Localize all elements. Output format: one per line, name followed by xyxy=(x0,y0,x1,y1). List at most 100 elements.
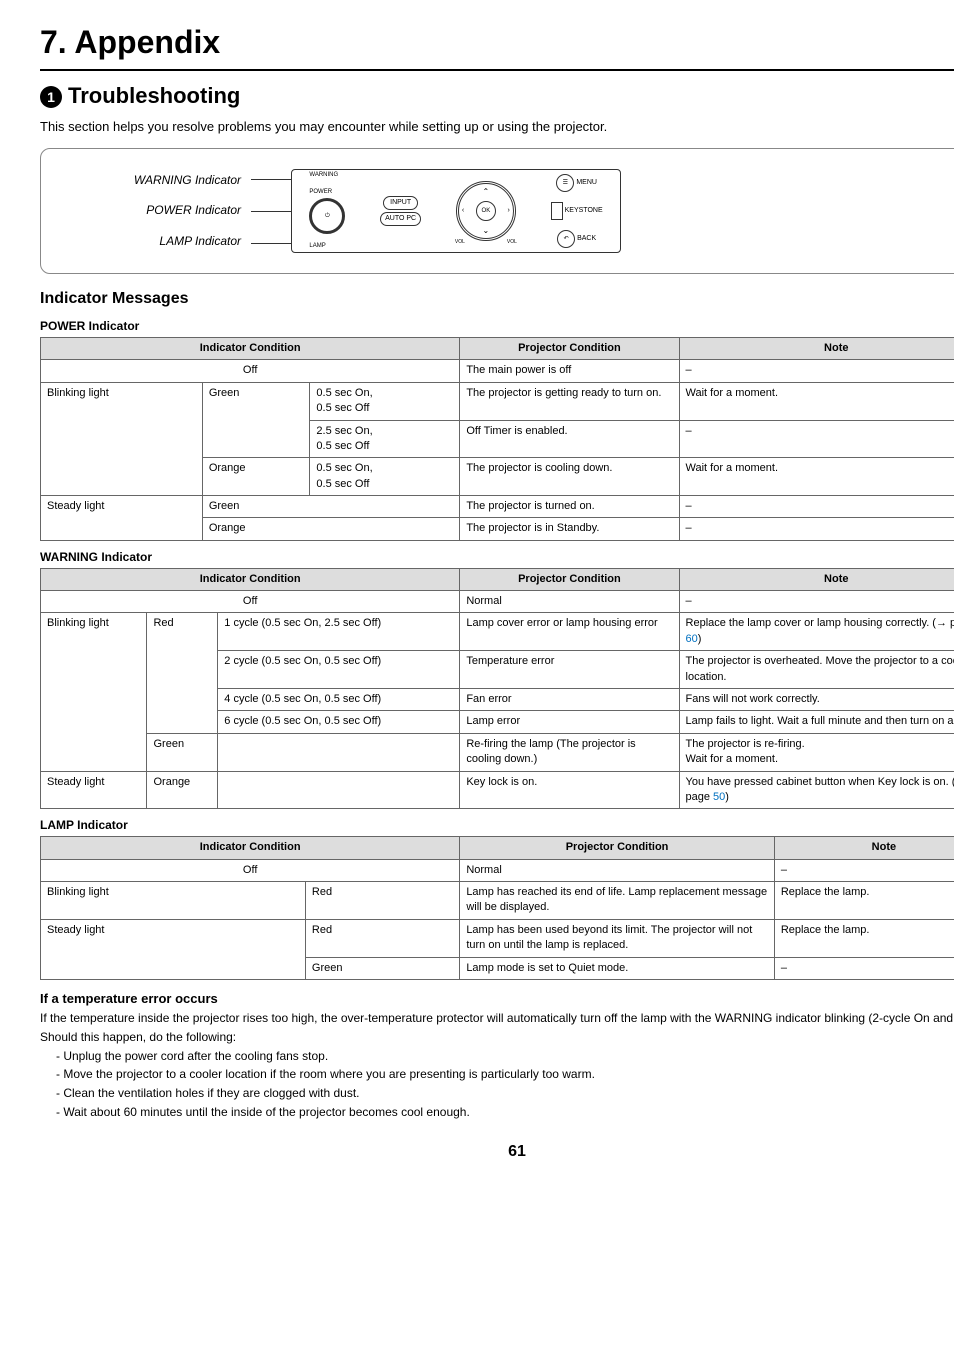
th-pc: Projector Condition xyxy=(460,337,679,359)
temp-error-p2: Should this happen, do the following: xyxy=(40,1029,954,1046)
table-cell: Normal xyxy=(460,859,775,881)
table-cell: The projector is overheated. Move the pr… xyxy=(679,651,954,689)
table-cell: 2.5 sec On, 0.5 sec Off xyxy=(310,420,460,458)
table-cell: Blinking light xyxy=(41,881,306,919)
page-link[interactable]: 50 xyxy=(713,791,725,803)
table-cell: – xyxy=(679,496,954,518)
table-cell: – xyxy=(679,591,954,613)
table-cell: Off xyxy=(41,859,460,881)
page-number: 61 xyxy=(40,1141,954,1163)
table-cell: – xyxy=(774,859,954,881)
table-cell: Red xyxy=(147,613,218,733)
section-title-text: Troubleshooting xyxy=(68,83,240,108)
section-number-icon: 1 xyxy=(40,86,62,108)
th-note: Note xyxy=(679,568,954,590)
table-cell: Steady light xyxy=(41,919,306,979)
temp-error-bullet: - Unplug the power cord after the coolin… xyxy=(56,1048,954,1065)
indicator-diagram: WARNING Indicator POWER Indicator LAMP I… xyxy=(40,148,954,274)
table-cell: Green xyxy=(147,733,218,771)
table-cell: Off xyxy=(41,591,460,613)
table-cell: The projector is getting ready to turn o… xyxy=(460,382,679,420)
th-pc: Projector Condition xyxy=(460,837,775,859)
table-cell: Key lock is on. xyxy=(460,771,679,809)
table-cell: – xyxy=(774,957,954,979)
menu-text: MENU xyxy=(576,178,597,188)
power-button-icon: ⏻ xyxy=(309,198,345,234)
menu-button-icon: ☰ xyxy=(556,174,574,192)
table-cell: Blinking light xyxy=(41,613,147,771)
section-heading: 1 Troubleshooting xyxy=(40,81,954,112)
table-cell: 1 cycle (0.5 sec On, 2.5 sec Off) xyxy=(218,613,460,651)
table-cell: Green xyxy=(202,496,460,518)
table-cell: Orange xyxy=(147,771,218,809)
page-link[interactable]: 60 xyxy=(686,633,698,645)
power-indicator-label: POWER Indicator xyxy=(61,202,241,219)
input-button-icon: INPUT xyxy=(383,196,418,210)
th-ic: Indicator Condition xyxy=(41,837,460,859)
table-cell: The main power is off xyxy=(460,360,679,382)
warning-indicator-table: Indicator Condition Projector Condition … xyxy=(40,568,954,810)
control-panel-graphic: WARNING POWER ⏻ LAMP INPUT AUTO PC ⌃ ⌄ ‹… xyxy=(261,161,621,261)
table-cell: 4 cycle (0.5 sec On, 0.5 sec Off) xyxy=(218,689,460,711)
table-cell: Red xyxy=(305,881,459,919)
table-cell: Off Timer is enabled. xyxy=(460,420,679,458)
table-cell: Lamp fails to light. Wait a full minute … xyxy=(679,711,954,733)
vol-right-text: VOL xyxy=(507,239,517,246)
table-cell: Re-firing the lamp (The projector is coo… xyxy=(460,733,679,771)
diagram-labels: WARNING Indicator POWER Indicator LAMP I… xyxy=(61,172,241,250)
intro-paragraph: This section helps you resolve problems … xyxy=(40,118,954,136)
table-cell: Lamp cover error or lamp housing error xyxy=(460,613,679,651)
table-cell xyxy=(218,733,460,771)
power-indicator-heading: POWER Indicator xyxy=(40,318,954,335)
ok-button-icon: OK xyxy=(476,201,496,221)
th-note: Note xyxy=(774,837,954,859)
table-cell: 0.5 sec On, 0.5 sec Off xyxy=(310,382,460,420)
table-cell: Lamp error xyxy=(460,711,679,733)
table-cell: Normal xyxy=(460,591,679,613)
autopc-button-icon: AUTO PC xyxy=(380,212,421,226)
table-cell: Green xyxy=(202,382,310,458)
table-cell: Off xyxy=(41,360,460,382)
table-cell: The projector is cooling down. xyxy=(460,458,679,496)
table-cell: 0.5 sec On, 0.5 sec Off xyxy=(310,458,460,496)
ok-nav-icon: ⌃ ⌄ ‹ › OK VOL VOL xyxy=(456,181,516,241)
table-cell: Lamp has reached its end of life. Lamp r… xyxy=(460,881,775,919)
table-cell: Wait for a moment. xyxy=(679,458,954,496)
table-cell: Steady light xyxy=(41,496,203,541)
table-cell: Replace the lamp. xyxy=(774,881,954,919)
temp-error-bullet: - Wait about 60 minutes until the inside… xyxy=(56,1104,954,1121)
table-cell: Wait for a moment. xyxy=(679,382,954,420)
table-cell: Orange xyxy=(202,518,460,540)
vol-left-text: VOL xyxy=(455,239,465,246)
table-cell xyxy=(218,771,460,809)
temp-error-bullet: - Move the projector to a cooler locatio… xyxy=(56,1066,954,1083)
table-cell: Red xyxy=(305,919,459,957)
th-pc: Projector Condition xyxy=(460,568,679,590)
table-cell: – xyxy=(679,420,954,458)
table-cell: Fans will not work correctly. xyxy=(679,689,954,711)
table-cell: – xyxy=(679,518,954,540)
table-cell: 6 cycle (0.5 sec On, 0.5 sec Off) xyxy=(218,711,460,733)
power-indicator-table: Indicator Condition Projector Condition … xyxy=(40,337,954,541)
table-cell: Green xyxy=(305,957,459,979)
panel-lamp-text: LAMP xyxy=(309,242,345,250)
table-cell: Orange xyxy=(202,458,310,496)
panel-power-text: POWER xyxy=(309,188,345,196)
table-cell: Lamp mode is set to Quiet mode. xyxy=(460,957,775,979)
keystone-button-icon xyxy=(551,202,563,220)
table-cell: Steady light xyxy=(41,771,147,809)
temp-error-heading: If a temperature error occurs xyxy=(40,990,954,1008)
table-cell: The projector is turned on. xyxy=(460,496,679,518)
keystone-text: KEYSTONE xyxy=(565,206,603,216)
table-cell: The projector is re-firing. Wait for a m… xyxy=(679,733,954,771)
table-cell: Replace the lamp cover or lamp housing c… xyxy=(679,613,954,651)
back-text: BACK xyxy=(577,234,596,244)
table-cell: Replace the lamp. xyxy=(774,919,954,957)
temp-error-bullet: - Clean the ventilation holes if they ar… xyxy=(56,1085,954,1102)
table-cell: – xyxy=(679,360,954,382)
temp-error-p1: If the temperature inside the projector … xyxy=(40,1010,954,1027)
warning-indicator-label: WARNING Indicator xyxy=(61,172,241,189)
lamp-indicator-table: Indicator Condition Projector Condition … xyxy=(40,836,954,980)
warning-indicator-heading: WARNING Indicator xyxy=(40,549,954,566)
table-cell: You have pressed cabinet button when Key… xyxy=(679,771,954,809)
